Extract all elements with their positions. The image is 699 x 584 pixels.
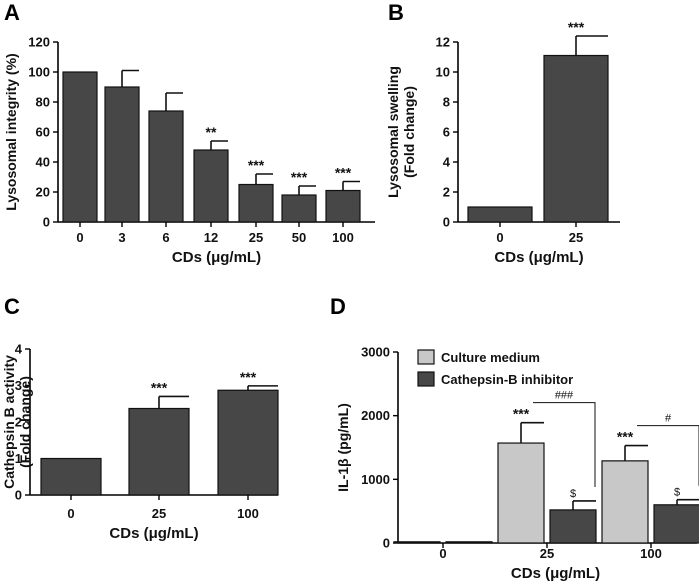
x-axis-title: CDs (μg/mL) xyxy=(109,525,198,542)
y-axis-title: (Fold change) xyxy=(401,86,417,178)
x-tick-label: 3 xyxy=(118,230,125,245)
x-tick-label: 0 xyxy=(439,546,446,561)
x-tick-label: 100 xyxy=(640,546,662,561)
x-tick-label: 25 xyxy=(152,506,166,521)
comparison-bracket xyxy=(533,402,596,487)
significance-label: *** xyxy=(617,429,634,445)
significance-label: *** xyxy=(513,406,530,422)
y-tick-label: 40 xyxy=(36,155,50,170)
bar xyxy=(549,509,597,544)
y-tick-label: 2000 xyxy=(361,408,390,423)
chart-panel-a: 0 20 40 60 80 100 120 0 3 6 ** 12 *** 25 *** 50 *** 100 CD… xyxy=(3,35,375,266)
x-tick-label: 12 xyxy=(204,230,218,245)
y-axis-title: IL-1β (pg/mL) xyxy=(335,403,351,492)
y-tick-label: 12 xyxy=(436,35,450,50)
x-axis-title: CDs (μg/mL) xyxy=(511,565,600,582)
bar xyxy=(128,407,190,496)
chart-panel-b: 0 2 4 6 8 10 12 0 *** 25 CDs (μg/mL) Lysosomal swel… xyxy=(385,19,620,266)
y-tick-label: 8 xyxy=(443,95,450,110)
y-axis-title: Lysosomal integrity (%) xyxy=(3,53,19,210)
significance-label: $ xyxy=(674,487,680,499)
bar xyxy=(543,54,609,223)
bar xyxy=(104,86,140,223)
y-axis-title: (Fold change) xyxy=(17,376,33,468)
x-tick-label: 0 xyxy=(496,230,503,245)
y-tick-label: 10 xyxy=(436,65,450,80)
y-tick-label: 100 xyxy=(28,65,50,80)
chart-panel-c: 0 1 2 3 4 0 *** 25 *** 100 CDs (μg/mL) Cathepsin B … xyxy=(1,342,279,542)
bar xyxy=(393,541,441,544)
x-tick-label: 50 xyxy=(292,230,306,245)
y-tick-label: 4 xyxy=(15,342,23,357)
legend-swatch xyxy=(417,371,435,387)
significance-label: *** xyxy=(248,157,265,173)
panel-label-d: D xyxy=(330,294,346,319)
x-tick-label: 100 xyxy=(237,506,259,521)
y-tick-label: 1000 xyxy=(361,472,390,487)
significance-label: *** xyxy=(291,169,308,185)
bar xyxy=(193,149,229,223)
panel-label-b: B xyxy=(388,0,404,25)
significance-label: ** xyxy=(206,124,217,140)
bar xyxy=(497,442,545,544)
y-tick-label: 120 xyxy=(28,35,50,50)
y-tick-label: 0 xyxy=(15,488,22,503)
y-tick-label: 3 xyxy=(15,378,22,393)
x-tick-label: 0 xyxy=(67,506,74,521)
significance-label: *** xyxy=(240,369,257,385)
significance-label: *** xyxy=(335,165,352,181)
y-tick-label: 4 xyxy=(443,155,451,170)
y-tick-label: 2 xyxy=(443,185,450,200)
comparison-label: # xyxy=(665,413,672,425)
bar xyxy=(40,457,102,496)
x-tick-label: 100 xyxy=(332,230,354,245)
panel-label-c: C xyxy=(4,294,20,319)
significance-label: *** xyxy=(568,19,585,35)
y-tick-label: 0 xyxy=(43,215,50,230)
comparison-label: ### xyxy=(555,390,574,402)
bar xyxy=(653,504,699,544)
x-tick-label: 25 xyxy=(249,230,263,245)
y-tick-label: 1 xyxy=(15,451,22,466)
x-tick-label: 25 xyxy=(569,230,583,245)
y-tick-label: 6 xyxy=(443,125,450,140)
bar xyxy=(445,541,493,544)
legend-swatch xyxy=(417,349,435,365)
bar xyxy=(217,389,279,496)
y-axis-title: Lysosomal swelling xyxy=(385,66,401,198)
panel-label-a: A xyxy=(4,0,20,25)
y-tick-label: 20 xyxy=(36,185,50,200)
bar xyxy=(238,183,274,223)
y-tick-label: 80 xyxy=(36,95,50,110)
x-tick-label: 6 xyxy=(162,230,169,245)
significance-label: $ xyxy=(570,488,576,500)
bar xyxy=(281,194,317,223)
y-tick-label: 0 xyxy=(383,536,390,551)
y-tick-label: 60 xyxy=(36,125,50,140)
bar xyxy=(467,206,533,223)
legend-label: Culture medium xyxy=(441,350,540,365)
y-tick-label: 0 xyxy=(443,215,450,230)
legend-label: Cathepsin-B inhibitor xyxy=(441,372,573,387)
bar xyxy=(601,460,649,544)
bar xyxy=(62,71,98,223)
y-tick-label: 2 xyxy=(15,415,22,430)
y-axis-title: Cathepsin B activity xyxy=(1,355,17,489)
significance-label: *** xyxy=(151,379,168,395)
x-tick-label: 0 xyxy=(76,230,83,245)
x-axis-title: CDs (μg/mL) xyxy=(172,249,261,266)
x-axis-title: CDs (μg/mL) xyxy=(494,249,583,266)
bar xyxy=(148,110,184,223)
y-tick-label: 3000 xyxy=(361,345,390,360)
comparison-bracket xyxy=(637,425,699,486)
x-tick-label: 25 xyxy=(540,546,554,561)
bar xyxy=(325,189,361,223)
